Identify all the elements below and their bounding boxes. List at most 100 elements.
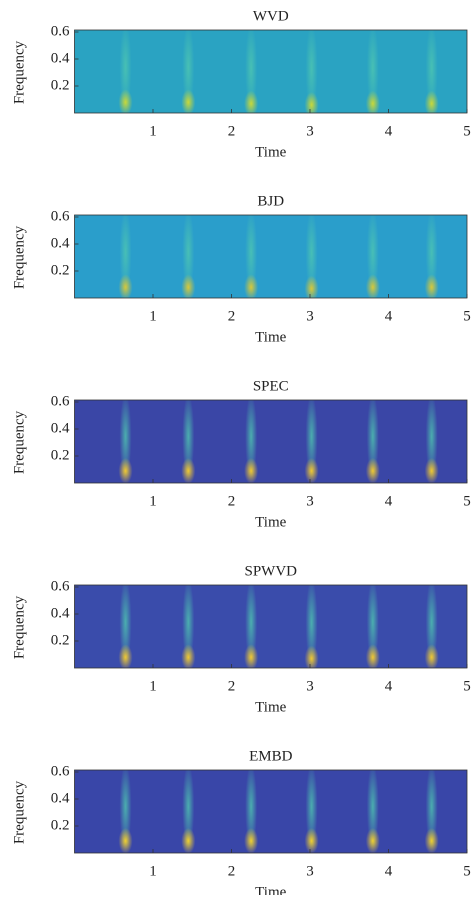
energy-streak (245, 215, 258, 296)
y-tick-label: 0.4 (51, 420, 70, 436)
y-tick-label: 0.2 (51, 447, 70, 463)
energy-peak (365, 274, 380, 298)
plot-frame (74, 214, 468, 299)
x-tick-label: 5 (463, 678, 471, 694)
energy-peak (304, 275, 319, 298)
x-axis-label: Time (255, 699, 286, 715)
x-tick-label: 4 (385, 123, 393, 139)
energy-peak (244, 457, 259, 483)
energy-peak (244, 90, 259, 113)
x-tick-label: 3 (306, 678, 314, 694)
energy-peak (304, 827, 319, 853)
energy-peak (244, 274, 259, 298)
x-tick-label: 3 (306, 308, 314, 324)
chart-title: WVD (253, 8, 289, 24)
energy-streak (425, 215, 438, 296)
energy-streak (305, 215, 318, 297)
energy-peak (424, 457, 439, 483)
heatmap-background (74, 30, 467, 113)
energy-peak (244, 644, 259, 668)
heatmap-content (118, 400, 439, 483)
energy-peak (365, 457, 380, 483)
x-tick-label: 5 (463, 863, 471, 879)
energy-streak (182, 585, 195, 666)
y-tick-label: 0.6 (51, 393, 70, 409)
energy-peak (304, 91, 319, 113)
x-tick-label: 5 (463, 123, 471, 139)
x-tick-label: 4 (385, 308, 393, 324)
energy-peak (424, 827, 439, 853)
y-tick-label: 0.4 (51, 605, 70, 621)
heatmap-content (118, 585, 439, 668)
x-tick-label: 1 (149, 123, 157, 139)
y-tick-label: 0.2 (51, 817, 70, 833)
energy-streak (425, 585, 438, 666)
energy-streak (425, 30, 438, 112)
x-tick-label: 4 (385, 493, 393, 509)
energy-peak (304, 645, 319, 668)
plot-frame (74, 584, 468, 669)
x-tick-label: 3 (306, 863, 314, 879)
energy-peak (118, 274, 133, 298)
x-tick-label: 2 (228, 863, 236, 879)
y-axis-label: Frequency (11, 595, 27, 659)
y-tick-label: 0.2 (51, 262, 70, 278)
heatmap-content (118, 215, 439, 298)
energy-streak (245, 30, 258, 112)
energy-peak (181, 89, 196, 113)
energy-peak (181, 457, 196, 483)
y-tick-label: 0.4 (51, 50, 70, 66)
y-axis-label: Frequency (11, 410, 27, 474)
x-tick-label: 1 (149, 493, 157, 509)
y-tick-label: 0.6 (51, 23, 70, 39)
energy-streak (119, 585, 132, 666)
y-axis-label: Frequency (11, 40, 27, 104)
plot-frame (74, 29, 468, 114)
energy-peak (365, 90, 380, 113)
heatmap-background (74, 400, 467, 483)
y-tick-label: 0.6 (51, 763, 70, 779)
x-tick-label: 3 (306, 493, 314, 509)
heatmap-background (74, 770, 467, 853)
x-axis-label: Time (255, 329, 286, 345)
x-axis-label: Time (255, 514, 286, 530)
energy-peak (181, 827, 196, 853)
heatmap-content (118, 770, 439, 853)
x-tick-label: 5 (463, 308, 471, 324)
energy-peak (181, 644, 196, 668)
y-tick-label: 0.4 (51, 235, 70, 251)
energy-peak (365, 644, 380, 668)
energy-streak (366, 585, 379, 666)
x-axis-label: Time (255, 884, 286, 895)
y-tick-label: 0.6 (51, 208, 70, 224)
energy-streak (119, 215, 132, 296)
chart-title: SPEC (253, 378, 289, 394)
x-tick-label: 5 (463, 493, 471, 509)
x-tick-label: 2 (228, 308, 236, 324)
x-tick-label: 3 (306, 123, 314, 139)
x-tick-label: 4 (385, 678, 393, 694)
chart-title: SPWVD (244, 563, 297, 579)
plot-frame (74, 399, 468, 484)
chart-title: BJD (257, 193, 284, 209)
heatmap-content (118, 30, 439, 113)
energy-streak (305, 30, 318, 113)
energy-peak (304, 457, 319, 483)
y-axis-label: Frequency (11, 780, 27, 844)
y-tick-label: 0.6 (51, 578, 70, 594)
energy-streak (119, 30, 132, 111)
energy-peak (118, 827, 133, 853)
x-tick-label: 1 (149, 863, 157, 879)
energy-streak (366, 215, 379, 296)
energy-peak (424, 644, 439, 668)
x-tick-label: 2 (228, 123, 236, 139)
energy-peak (424, 90, 439, 113)
x-tick-label: 4 (385, 863, 393, 879)
energy-streak (182, 215, 195, 296)
y-tick-label: 0.4 (51, 790, 70, 806)
x-tick-label: 1 (149, 678, 157, 694)
heatmap-background (74, 585, 467, 668)
energy-streak (182, 30, 195, 111)
chart-title: EMBD (249, 748, 293, 764)
